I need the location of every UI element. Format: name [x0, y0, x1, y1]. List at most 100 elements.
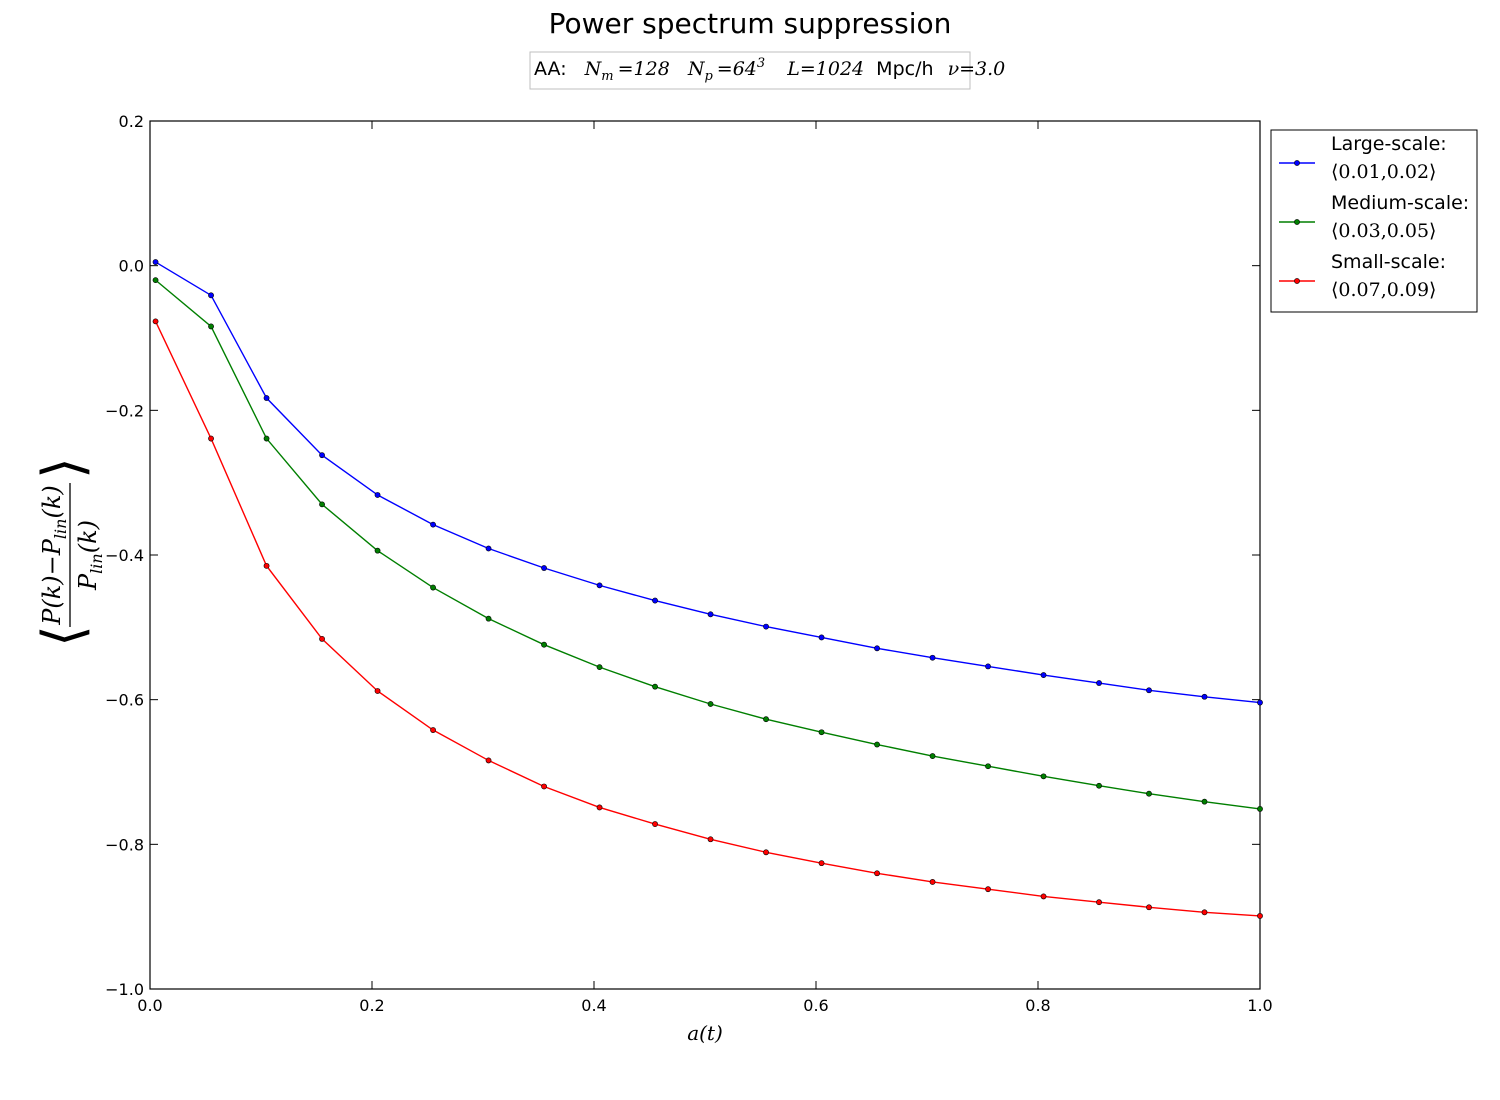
data-point — [1096, 782, 1102, 789]
data-point — [874, 741, 880, 748]
svg-text:P(k)−Plin(k): P(k)−Plin(k) — [38, 485, 70, 626]
subtitle-nm: N — [584, 58, 603, 80]
y-tick-label: −1.0 — [105, 980, 144, 999]
subtitle-np-val: =64 — [717, 58, 757, 80]
data-point — [374, 547, 381, 554]
legend-label: Large-scale: — [1331, 133, 1447, 155]
subtitle-box — [529, 51, 971, 90]
data-point — [485, 757, 492, 764]
data-point — [707, 611, 714, 618]
x-axis: 0.0 0.2 0.4 0.6 0.8 1.0 — [137, 121, 1273, 1015]
x-tick-label: 0.8 — [1025, 996, 1050, 1015]
y-label-numerator-tail: (k) — [38, 485, 66, 518]
data-point — [152, 318, 159, 325]
y-axis: 0.2 0.0 −0.2 −0.4 −0.6 −0.8 −1.0 — [105, 112, 1260, 999]
data-point — [763, 623, 769, 630]
legend-item: Large-scale: ⟨0.01,0.02⟩ — [1279, 133, 1447, 183]
series-1 — [152, 259, 1263, 706]
y-tick-label: −0.4 — [105, 546, 144, 565]
y-tick-label: −0.6 — [105, 691, 144, 710]
data-point — [1201, 798, 1208, 805]
chart-subtitle: AA: Nm =128 Np =643 L=1024 Mpc/h ν=3.0 — [529, 50, 1005, 90]
data-point — [929, 654, 936, 661]
data-point — [152, 277, 159, 284]
series-layer — [152, 259, 1263, 919]
data-point — [1146, 904, 1152, 911]
y-label-left-bracket: ⟨ — [31, 625, 96, 647]
y-label-denominator-sub: lin — [87, 553, 106, 574]
x-tick-label: 0.4 — [581, 996, 606, 1015]
data-point — [929, 879, 936, 885]
plot-area — [149, 120, 1261, 990]
data-point — [1257, 913, 1263, 919]
series-3 — [152, 318, 1263, 919]
data-point — [1201, 909, 1208, 916]
legend-item: Medium-scale: ⟨0.03,0.05⟩ — [1279, 192, 1469, 242]
x-axis-label: a(t) — [687, 1021, 723, 1045]
data-point — [818, 729, 825, 736]
data-point — [929, 753, 936, 759]
data-point — [1040, 893, 1047, 900]
legend-item: Small-scale: ⟨0.07,0.09⟩ — [1279, 251, 1446, 301]
data-point — [652, 597, 658, 604]
data-point — [818, 634, 825, 641]
data-point — [152, 259, 159, 265]
y-axis-label: ⟨ P(k)−Plin(k) Plin(k) ⟩ — [31, 457, 106, 647]
data-point — [1096, 680, 1102, 686]
x-tick-label: 0.2 — [359, 996, 384, 1015]
legend-label: Small-scale: — [1331, 251, 1446, 273]
y-label-denominator: P — [74, 573, 102, 591]
legend-range: ⟨0.01,0.02⟩ — [1331, 161, 1436, 183]
data-point — [541, 783, 547, 790]
data-point — [596, 582, 603, 589]
subtitle-l-val: =1024 — [800, 58, 864, 80]
data-point — [1146, 687, 1152, 694]
legend-range: ⟨0.07,0.09⟩ — [1331, 279, 1436, 301]
svg-text:Plin(k): Plin(k) — [74, 520, 106, 591]
data-point — [430, 521, 436, 528]
data-point — [208, 323, 214, 330]
legend: Large-scale: ⟨0.01,0.02⟩ Medium-scale: ⟨0.0… — [1270, 129, 1478, 313]
data-point — [707, 701, 714, 707]
data-point — [652, 683, 658, 690]
subtitle-np-sup: 3 — [757, 56, 765, 71]
data-point — [541, 565, 547, 571]
svg-text:AA: Nm=128 Np=643: AA: Nm =128 Np =643 L=1024 Mpc/h ν=3.0 — [534, 50, 1005, 84]
data-point — [1146, 790, 1152, 797]
data-point — [985, 663, 991, 670]
subtitle-np: N — [687, 58, 706, 80]
data-point — [263, 395, 270, 401]
y-tick-label: 0.0 — [119, 257, 144, 276]
subtitle-nm-sub: m — [601, 69, 613, 84]
series-line — [154, 321, 1261, 917]
subtitle-l-unit: Mpc/h — [876, 58, 933, 80]
y-label-numerator: P(k)−P — [38, 538, 66, 626]
y-label-numerator-sub: lin — [51, 519, 70, 540]
x-tick-label: 0.6 — [803, 996, 828, 1015]
data-point — [208, 292, 214, 299]
data-point — [319, 636, 325, 642]
data-point — [874, 870, 880, 877]
series-line — [155, 279, 1261, 810]
data-point — [541, 641, 547, 648]
legend-swatch-marker — [1294, 219, 1300, 225]
legend-swatch-marker — [1294, 278, 1300, 284]
subtitle-nm-val: =128 — [618, 58, 670, 80]
subtitle-l: L — [786, 58, 800, 80]
data-point — [485, 545, 492, 552]
data-point — [596, 804, 603, 811]
legend-range: ⟨0.03,0.05⟩ — [1331, 220, 1436, 242]
x-tick-label: 0.0 — [137, 996, 162, 1015]
y-label-denominator-tail: (k) — [74, 520, 102, 553]
y-label-right-bracket: ⟩ — [31, 457, 96, 479]
data-point — [430, 727, 436, 733]
y-tick-label: −0.8 — [105, 835, 144, 854]
series-2 — [152, 277, 1263, 812]
x-tick-label: 1.0 — [1247, 996, 1272, 1015]
data-point — [985, 886, 991, 893]
subtitle-nu: ν — [948, 58, 960, 80]
subtitle-nu-val: =3.0 — [959, 58, 1005, 80]
data-point — [707, 836, 714, 843]
y-tick-label: 0.2 — [119, 112, 144, 131]
